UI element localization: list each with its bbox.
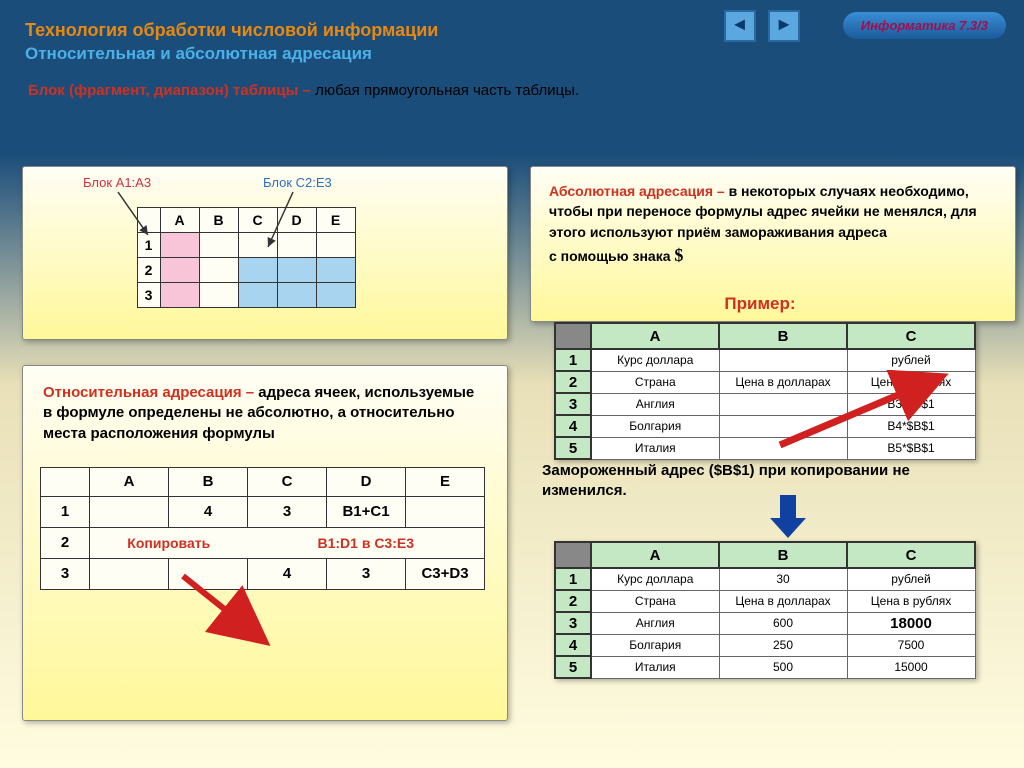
definition-block: Блок (фрагмент, диапазон) таблицы – люба… <box>0 74 1024 107</box>
absolute-heading: Абсолютная адресация – <box>549 183 729 199</box>
relative-heading: Относительная адресация – <box>43 384 258 401</box>
example-label: Пример: <box>530 294 990 314</box>
absolute-table-1: ABC1Курс долларарублей2СтранаЦена в долл… <box>554 322 976 460</box>
prev-button[interactable]: ◄ <box>724 10 756 42</box>
absolute-table-2: ABC1Курс доллара30рублей2СтранаЦена в до… <box>554 541 976 679</box>
panel-relative: Относительная адресация – адреса ячеек, … <box>22 365 508 721</box>
dollar-sign: $ <box>674 245 683 265</box>
page-badge: Информатика 7.3/3 <box>843 12 1006 39</box>
frozen-note: Замороженный адрес ($B$1) при копировани… <box>542 461 992 500</box>
next-button[interactable]: ► <box>768 10 800 42</box>
label-block-a: Блок А1:А3 <box>83 175 151 190</box>
relative-grid: ABCDE143B1+C12КопироватьВ1:D1 в С3:E3343… <box>40 467 485 590</box>
label-block-c: Блок С2:Е3 <box>263 175 332 190</box>
panel-block-range: Блок А1:А3 Блок С2:Е3 ABCDE123 <box>22 166 508 340</box>
block-grid: ABCDE123 <box>137 207 394 308</box>
page-subtitle: Относительная и абсолютная адресация <box>25 44 999 64</box>
